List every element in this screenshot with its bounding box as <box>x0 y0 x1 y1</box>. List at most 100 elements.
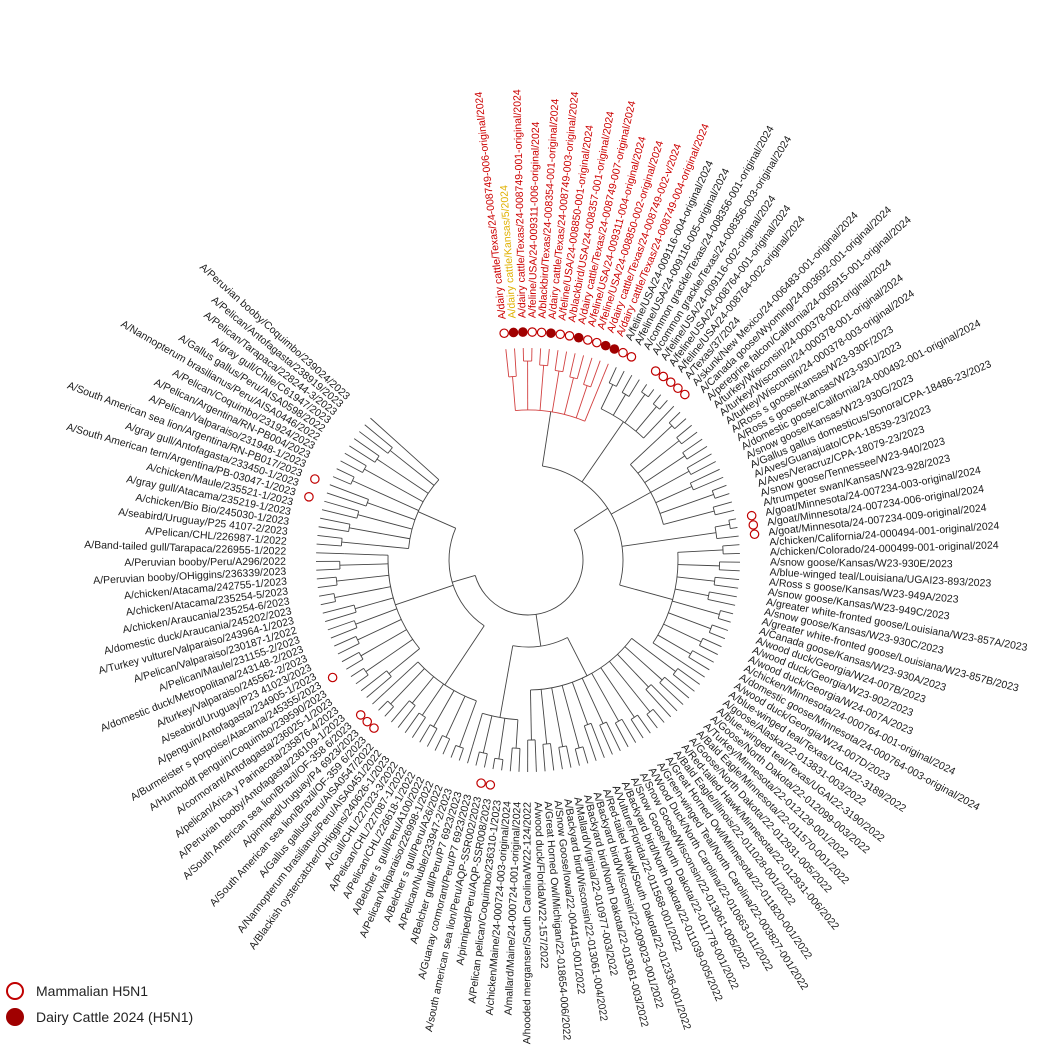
clade-arc <box>652 552 679 644</box>
leaf-branch <box>550 743 555 771</box>
internal-branch <box>539 365 545 411</box>
leaf-branch <box>364 424 393 448</box>
leaf-branch <box>707 598 736 606</box>
backbone-arc <box>448 528 485 627</box>
leaf-branch <box>702 637 722 648</box>
internal-branch <box>551 687 564 747</box>
backbone-branch <box>567 637 588 677</box>
leaf-branch <box>391 700 410 723</box>
leaf-branch <box>316 568 340 571</box>
internal-branch <box>433 690 455 727</box>
mammalian-marker <box>650 366 661 376</box>
mammalian-marker <box>362 716 373 727</box>
leaf-branch <box>397 705 416 728</box>
leaf-branch <box>483 753 488 768</box>
leaf-branch <box>554 350 559 371</box>
internal-branch <box>715 523 730 528</box>
leaf-branch <box>576 355 585 379</box>
internal-branch <box>515 719 519 749</box>
internal-branch <box>360 629 407 657</box>
internal-branch <box>609 661 651 713</box>
leaf-branch <box>467 746 473 764</box>
leaf-branch <box>637 714 651 734</box>
leaf-branch <box>542 744 546 772</box>
internal-branch <box>482 715 493 753</box>
leaf-branch <box>621 719 637 743</box>
leaf-branch <box>668 411 681 424</box>
leaf-label: A/feline/USA/24-009311-006-original/2024 <box>527 121 543 318</box>
backbone-branch <box>610 492 651 515</box>
internal-branch <box>365 639 413 673</box>
leaf-branch <box>693 476 724 491</box>
leaf-branch <box>650 684 678 712</box>
leaf-branch <box>344 452 367 467</box>
leaf-branch <box>730 535 739 538</box>
leaf-branch <box>505 349 510 377</box>
internal-branch <box>334 586 391 599</box>
leaf-branch <box>714 576 740 580</box>
leaf-branch <box>590 723 605 758</box>
internal-branch <box>571 682 589 725</box>
leaf-branch <box>686 446 708 460</box>
mammalian-marker <box>748 520 759 530</box>
leaf-branch <box>582 746 589 764</box>
internal-branch <box>624 646 663 681</box>
leaf-branch <box>404 712 420 734</box>
leaf-label: A/snow goose/Kansas/W23-930E/2023 <box>770 556 953 570</box>
leaf-branch <box>686 453 712 469</box>
backbone-branch <box>444 625 485 686</box>
leaf-branch <box>730 526 738 529</box>
leaf-branch <box>509 747 513 772</box>
dairy-cattle-marker <box>518 327 528 337</box>
mammalian-marker <box>665 377 676 388</box>
internal-branch <box>512 376 516 411</box>
leaf-branch <box>672 674 695 692</box>
leaf-branch <box>316 576 337 580</box>
leaf-branch <box>652 709 665 723</box>
internal-branch <box>652 642 682 663</box>
internal-branch <box>584 375 604 422</box>
leaf-branch <box>355 674 369 685</box>
leaf-branch <box>336 468 355 478</box>
mammalian-marker <box>749 529 760 540</box>
leaf-branch <box>329 484 369 500</box>
mammalian-marker <box>618 347 628 358</box>
leaf-branch <box>712 484 727 492</box>
mammalian-marker <box>564 331 575 341</box>
internal-branch <box>643 416 665 439</box>
leaf-branch <box>630 719 644 739</box>
leaf-branch <box>558 747 563 770</box>
leaf-branch <box>501 759 504 771</box>
internal-branch <box>591 673 620 722</box>
leaf-branch <box>723 552 740 555</box>
internal-branch <box>530 689 532 740</box>
internal-branch <box>352 480 419 511</box>
leaf-branch <box>647 389 655 398</box>
leaf-branch <box>720 610 734 615</box>
dairy-cattle-marker <box>600 340 611 351</box>
leaf-branch <box>350 667 364 678</box>
internal-branch <box>624 394 646 424</box>
internal-branch <box>388 648 420 675</box>
leaf-branch <box>574 748 580 766</box>
internal-branch <box>677 564 720 567</box>
root-branch <box>573 507 608 531</box>
filled-circle-icon <box>6 1008 24 1026</box>
leaf-branch <box>590 360 601 388</box>
leaf-label: A/hooded merganser/South Carolina/W22-12… <box>521 802 533 1044</box>
internal-branch <box>344 553 389 556</box>
leaf-branch <box>316 552 345 555</box>
leaf-branch <box>583 725 597 761</box>
mammalian-marker <box>304 492 314 502</box>
backbone-branch <box>499 645 514 718</box>
leaf-branch <box>714 493 730 499</box>
leaf-branch <box>659 399 668 410</box>
internal-branch <box>339 563 389 566</box>
backbone-branch <box>621 532 717 547</box>
clade-arc <box>714 526 718 539</box>
dairy-cattle-marker <box>609 344 620 354</box>
mammalian-marker <box>673 383 683 394</box>
leaf-branch <box>664 676 690 699</box>
leaf-branch <box>659 682 684 705</box>
open-circle-icon <box>6 982 24 1000</box>
